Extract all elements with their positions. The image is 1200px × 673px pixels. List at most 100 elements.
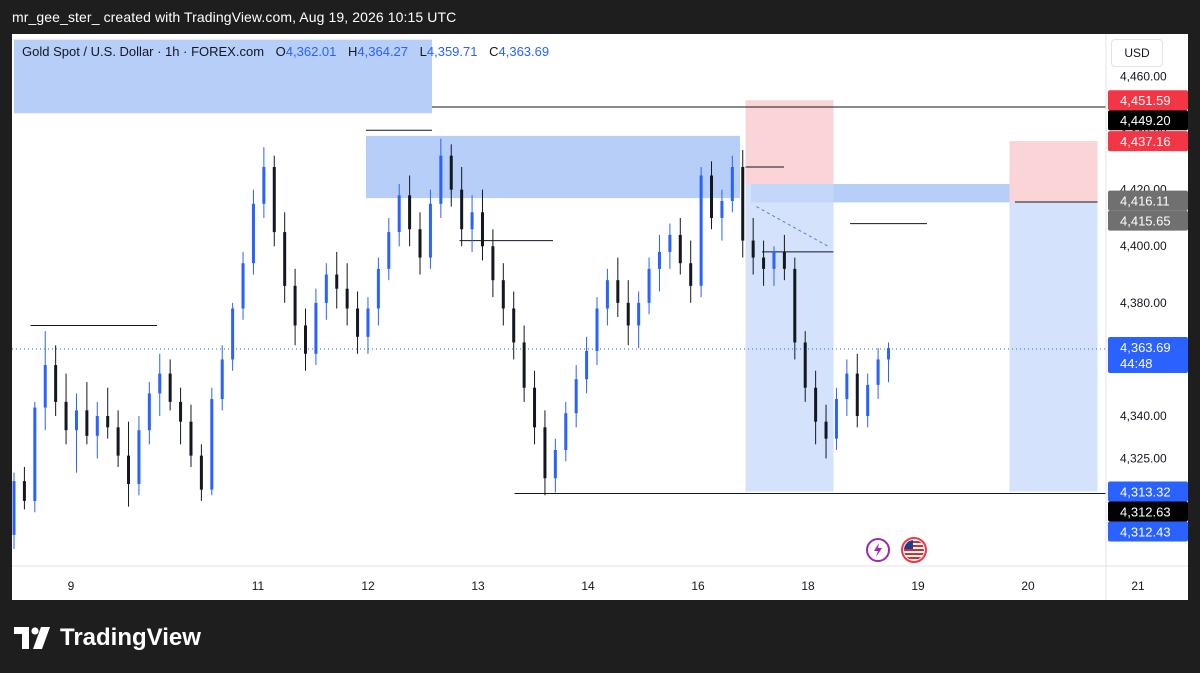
candle-body	[803, 342, 807, 388]
symbol-title: Gold Spot / U.S. Dollar · 1h · FOREX.com	[22, 44, 265, 59]
candle	[314, 288, 318, 366]
candle-body	[179, 401, 183, 422]
candle	[626, 280, 630, 346]
candle	[283, 212, 287, 303]
candle	[616, 257, 620, 317]
candle	[220, 345, 224, 411]
candle-body	[12, 481, 16, 535]
candle	[168, 359, 172, 411]
candle	[376, 257, 380, 326]
price-label: 4,312.63	[1108, 501, 1188, 522]
x-tick-label: 11	[252, 579, 265, 593]
candle	[439, 138, 443, 218]
target-zone-6	[1009, 201, 1098, 492]
price-label-text: 4,312.63	[1120, 505, 1171, 520]
candle-body	[262, 167, 266, 204]
candle-body	[449, 155, 453, 190]
candle-body	[345, 288, 349, 309]
candle	[762, 240, 766, 286]
candle-body	[85, 410, 89, 436]
candle	[522, 325, 526, 402]
candle-body	[553, 449, 557, 479]
candle	[501, 263, 505, 326]
price-label-bg	[1108, 90, 1188, 111]
price-label-bg	[1108, 210, 1188, 231]
us-flag-icon[interactable]	[901, 537, 927, 563]
candle-body	[241, 263, 245, 309]
price-label-text: 4,451.59	[1120, 93, 1171, 108]
candle-body	[782, 251, 786, 269]
candle-body	[741, 167, 745, 241]
price-label-text: 4,415.65	[1120, 214, 1171, 229]
candle	[304, 308, 307, 371]
currency-button[interactable]: USD	[1111, 39, 1163, 67]
candle	[668, 223, 672, 269]
candle	[533, 370, 537, 445]
candle-body	[22, 481, 26, 501]
price-label-bg	[1108, 190, 1188, 211]
candle	[251, 189, 255, 275]
price-label-text: 4,312.43	[1120, 525, 1171, 540]
candle-body	[772, 251, 776, 269]
candle-body	[283, 232, 287, 286]
candle	[480, 189, 484, 261]
candle-body	[855, 373, 859, 417]
candle-body	[418, 229, 422, 258]
candle-body	[376, 268, 380, 309]
candle-body	[231, 308, 235, 360]
candle-body	[762, 257, 766, 269]
candle	[730, 155, 734, 213]
candle-body	[220, 359, 224, 400]
x-tick-label: 18	[801, 579, 815, 593]
candle	[418, 212, 422, 275]
tradingview-logo[interactable]: TradingView	[14, 624, 201, 652]
lightning-icon[interactable]	[865, 537, 891, 563]
candle	[12, 472, 16, 550]
candle	[855, 353, 859, 428]
candlestick-chart[interactable]: 4,460.004,440.004,420.004,400.004,380.00…	[12, 34, 1188, 600]
chart-panel[interactable]: 4,460.004,440.004,420.004,400.004,380.00…	[12, 34, 1188, 600]
candle-body	[512, 308, 516, 343]
candle	[678, 217, 682, 275]
candle	[324, 263, 328, 320]
candle-body	[793, 268, 797, 343]
y-tick-label: 4,400.00	[1120, 239, 1167, 253]
candle	[595, 297, 599, 366]
candle-body	[335, 274, 339, 289]
candle-body	[480, 212, 484, 247]
candle-body	[710, 175, 714, 218]
candle	[408, 175, 412, 247]
candle	[866, 373, 870, 428]
candle-body	[387, 232, 391, 269]
candle	[543, 410, 547, 496]
candle	[428, 189, 432, 269]
price-label: 4,451.59	[1108, 90, 1188, 111]
candle	[553, 438, 557, 493]
candle	[803, 331, 807, 402]
candles	[12, 138, 890, 550]
candle-body	[647, 268, 651, 303]
candle-body	[158, 373, 162, 394]
candle	[106, 387, 110, 439]
x-tick-label: 9	[68, 579, 75, 593]
candle	[85, 382, 89, 445]
candle	[824, 404, 828, 459]
candle-body	[366, 308, 370, 337]
candle	[720, 189, 724, 241]
price-label-text: 4,363.69	[1120, 340, 1171, 355]
candle-body	[54, 365, 58, 402]
candle	[564, 401, 568, 462]
candle-body	[74, 410, 78, 431]
candle	[241, 251, 245, 320]
tradingview-logo-icon	[14, 627, 50, 649]
candle-body	[189, 421, 193, 456]
candle-body	[689, 263, 693, 286]
y-tick-label: 4,460.00	[1120, 69, 1167, 83]
candle	[637, 291, 641, 349]
candle-body	[147, 393, 151, 431]
candle-body	[428, 203, 432, 258]
candle-body	[251, 203, 255, 264]
candle	[876, 348, 880, 400]
candle	[210, 387, 214, 496]
